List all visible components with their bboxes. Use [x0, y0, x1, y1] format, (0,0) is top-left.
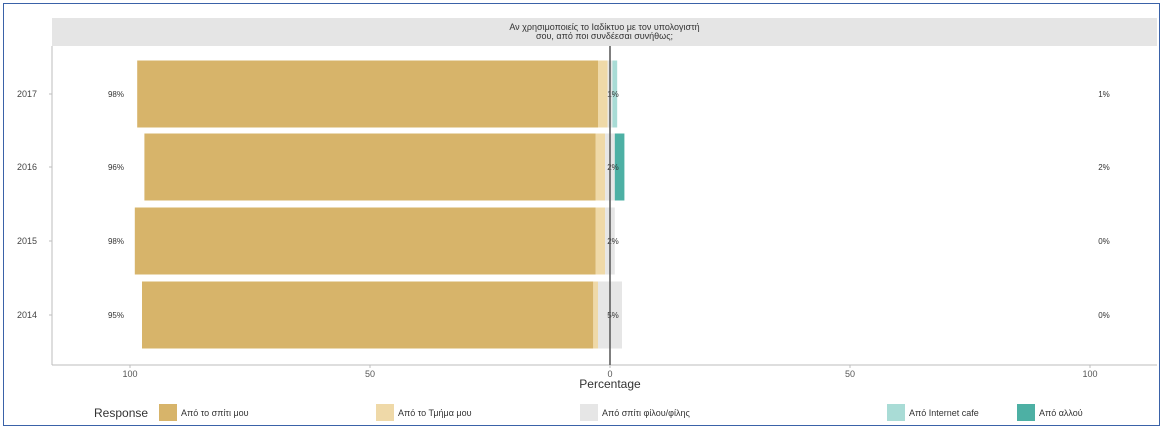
title-line: σου, από ποι συνδέεσαι συνήθως; [536, 31, 673, 41]
x-tick-label: 50 [365, 369, 375, 379]
bar-segment [593, 281, 598, 349]
legend-label: Από σπίτι φίλου/φίλης [602, 408, 691, 418]
right-percent-label: 1% [1098, 90, 1110, 99]
x-tick-label: 100 [122, 369, 137, 379]
category-label: 2014 [17, 310, 37, 320]
right-percent-label: 0% [1098, 311, 1110, 320]
title-strip [52, 18, 1157, 46]
title-line: Αν χρησιμοποιείς το Ιαδίκτυο με τον υπολ… [509, 22, 699, 32]
bar-segment [134, 207, 596, 275]
bar-segment [142, 281, 594, 349]
bar-segment [137, 60, 598, 128]
legend-label: Από το σπίτι μου [181, 408, 249, 418]
bar-segment [612, 60, 618, 128]
center-percent-label: 2% [607, 237, 619, 246]
bar-segment [614, 133, 625, 201]
legend-swatch [159, 404, 177, 421]
left-percent-label: 98% [108, 237, 124, 246]
legend-label: Από Internet cafe [909, 408, 979, 418]
center-percent-label: 5% [607, 311, 619, 320]
bar-segment [595, 133, 606, 201]
x-tick-label: 0 [607, 369, 612, 379]
center-percent-label: 1% [607, 90, 619, 99]
right-percent-label: 2% [1098, 163, 1110, 172]
legend-swatch [376, 404, 394, 421]
category-label: 2016 [17, 162, 37, 172]
legend-label: Από αλλού [1039, 408, 1083, 418]
legend-swatch [887, 404, 905, 421]
bar-segment [598, 60, 608, 128]
chart-frame: Αν χρησιμοποιείς το Ιαδίκτυο με τον υπολ… [3, 3, 1160, 426]
likert-chart: Αν χρησιμοποιείς το Ιαδίκτυο με τον υπολ… [17, 18, 1157, 421]
x-tick-label: 100 [1082, 369, 1097, 379]
legend-label: Από το Τμήμα μου [398, 408, 472, 418]
bar-segment [144, 133, 596, 201]
left-percent-label: 95% [108, 311, 124, 320]
legend-swatch [1017, 404, 1035, 421]
right-percent-label: 0% [1098, 237, 1110, 246]
bar-segment [595, 207, 606, 275]
left-percent-label: 96% [108, 163, 124, 172]
category-label: 2017 [17, 89, 37, 99]
legend-swatch [580, 404, 598, 421]
left-percent-label: 98% [108, 90, 124, 99]
x-axis-title: Percentage [579, 377, 641, 391]
center-percent-label: 2% [607, 163, 619, 172]
legend-title: Response [94, 406, 148, 420]
category-label: 2015 [17, 236, 37, 246]
x-tick-label: 50 [845, 369, 855, 379]
